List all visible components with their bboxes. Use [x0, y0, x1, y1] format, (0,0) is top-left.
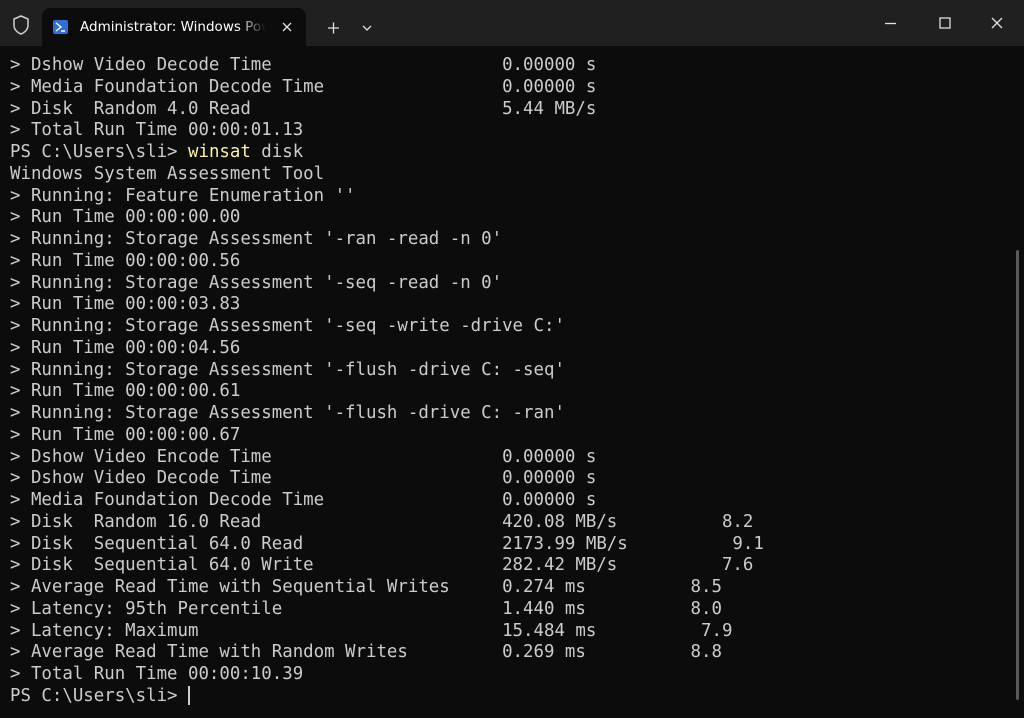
output-line: > Disk Random 4.0 Read 5.44 MB/s	[10, 98, 597, 119]
shield-icon[interactable]	[13, 15, 29, 35]
dropdown-button[interactable]	[362, 25, 372, 31]
output-line: > Run Time 00:00:00.00	[10, 207, 241, 228]
output-line: > Latency: 95th Percentile 1.440 ms 8.0	[10, 598, 722, 619]
scrollbar[interactable]	[1016, 250, 1019, 700]
output-line: > Running: Storage Assessment '-ran -rea…	[10, 229, 503, 249]
output-line: > Running: Storage Assessment '-seq -wri…	[10, 316, 565, 336]
tab[interactable]: Administrator: Windows Powe	[42, 8, 306, 46]
prompt: PS C:\Users\sli>	[10, 142, 188, 162]
output-line: > Running: Storage Assessment '-flush -d…	[10, 359, 565, 380]
output-line: > Running: Storage Assessment '-seq -rea…	[10, 272, 503, 293]
terminal: > Dshow Video Decode Time 0.00000 s > Med…	[10, 55, 1010, 708]
output-line: > Run Time 00:00:03.83	[10, 294, 241, 315]
tab-close-button[interactable]	[282, 22, 292, 32]
output-line: > Average Read Time with Random Writes 0…	[10, 642, 722, 663]
prompt: PS C:\Users\sli>	[10, 685, 188, 706]
tab-icons	[53, 20, 292, 34]
prompt-line: PS C:\Users\sli>	[10, 686, 1010, 708]
output-line: > Media Foundation Decode Time 0.00000 s	[10, 490, 597, 510]
title-bar-icons	[13, 15, 1003, 35]
output-line: > Dshow Video Decode Time 0.00000 s	[10, 55, 597, 75]
command-args: disk	[250, 142, 304, 162]
output-line: > Run Time 00:00:00.56	[10, 250, 241, 271]
output-line: > Running: Storage Assessment '-flush -d…	[10, 403, 565, 423]
cursor	[188, 686, 190, 706]
output-line: > Disk Sequential 64.0 Read 2173.99 MB/s…	[10, 533, 764, 554]
prompt-line: PS C:\Users\sli> winsat disk	[10, 142, 1010, 164]
output-line: > Disk Random 16.0 Read 420.08 MB/s 8.2	[10, 511, 754, 532]
tab-title: Administrator: Windows Powe	[80, 19, 266, 35]
output-line: Windows System Assessment Tool	[10, 163, 325, 184]
title-bar: Administrator: Windows Powe	[0, 0, 1024, 46]
output-line: > Run Time 00:00:00.67	[10, 424, 241, 445]
output-line: > Disk Sequential 64.0 Write 282.42 MB/s…	[10, 555, 754, 576]
close-button[interactable]	[991, 17, 1003, 29]
output-line: > Total Run Time 00:00:01.13	[10, 120, 304, 141]
command: winsat	[188, 142, 251, 162]
output-line: > Run Time 00:00:04.56	[10, 337, 241, 358]
maximize-button[interactable]	[939, 17, 951, 29]
new-tab-button[interactable]	[328, 22, 339, 34]
output-line: > Average Read Time with Sequential Writ…	[10, 577, 722, 597]
output-line: > Running: Feature Enumeration ''	[10, 185, 356, 206]
output-line: > Total Run Time 00:00:10.39	[10, 664, 304, 684]
output-line: > Dshow Video Encode Time 0.00000 s	[10, 446, 597, 467]
output-line: > Media Foundation Decode Time 0.00000 s	[10, 76, 597, 97]
output-line: > Run Time 00:00:00.61	[10, 381, 241, 402]
output-line: > Dshow Video Decode Time 0.00000 s	[10, 468, 597, 489]
output-line: > Latency: Maximum 15.484 ms 7.9	[10, 620, 733, 641]
